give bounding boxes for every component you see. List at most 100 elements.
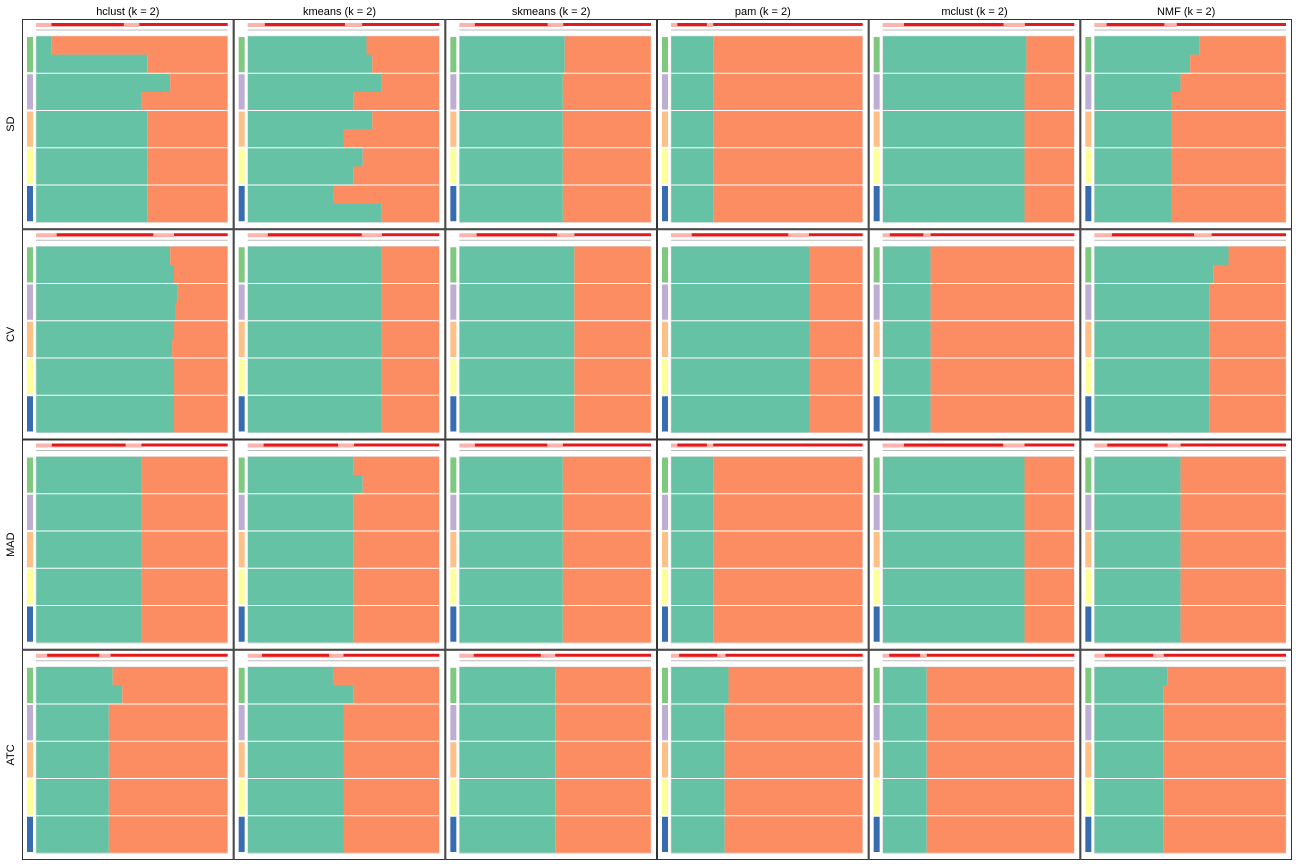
class2-band <box>344 797 440 816</box>
class2-band <box>713 494 863 513</box>
row-group-bar <box>662 285 668 320</box>
class2-band <box>1181 73 1286 92</box>
class1-band <box>459 246 574 265</box>
class2-band <box>729 685 863 704</box>
top-annotation-strong <box>1181 444 1286 447</box>
class1-band <box>883 73 1025 92</box>
class2-band <box>931 321 1075 340</box>
class2-band <box>555 797 651 816</box>
row-group-bar <box>450 149 456 184</box>
class2-band <box>931 302 1075 321</box>
row-group-bar <box>450 186 456 221</box>
class1-band <box>671 816 725 835</box>
row-title: MAD <box>5 532 17 557</box>
class1-band <box>248 321 382 340</box>
heatmap-panel <box>446 20 657 229</box>
class2-band <box>1025 494 1075 513</box>
class1-band <box>883 741 927 760</box>
class2-band <box>725 704 863 723</box>
row-group-bar <box>874 247 880 282</box>
class2-band <box>713 204 863 223</box>
class1-band <box>883 55 1027 74</box>
top-annotation-strong <box>264 444 338 447</box>
row-group-bar <box>27 285 33 320</box>
class1-band <box>671 185 713 204</box>
class1-band <box>459 587 563 606</box>
class2-band <box>563 185 651 204</box>
row-group-bar <box>874 668 880 703</box>
row-group-bar <box>662 742 668 777</box>
class2-band <box>574 321 651 340</box>
class1-band <box>36 185 147 204</box>
row-group-bar <box>239 149 245 184</box>
class2-band <box>809 339 863 358</box>
class1-band <box>459 111 563 130</box>
row-group-bar <box>1085 742 1091 777</box>
class2-band <box>382 204 440 223</box>
class2-band <box>382 321 440 340</box>
heatmap-panel <box>869 440 1080 649</box>
class2-band <box>109 741 228 760</box>
top-annotation-strong <box>52 444 126 447</box>
class2-band <box>1025 166 1075 185</box>
row-group-bar <box>874 74 880 109</box>
row-group-bar <box>1085 112 1091 147</box>
heatmap-panel <box>446 230 657 439</box>
class1-band <box>248 624 353 643</box>
class2-band <box>1209 395 1286 414</box>
class1-band <box>883 760 927 779</box>
class1-band <box>36 834 109 853</box>
class1-band <box>671 797 725 816</box>
top-annotation-strong <box>265 23 345 26</box>
class2-band <box>563 73 651 92</box>
class1-band <box>1094 834 1163 853</box>
class2-band <box>367 36 440 55</box>
class2-band <box>174 358 228 377</box>
row-group-bar <box>1085 186 1091 221</box>
class2-band <box>1025 624 1075 643</box>
class1-band <box>36 741 109 760</box>
class1-band <box>671 73 713 92</box>
class1-band <box>459 457 563 476</box>
top-annotation-strong <box>555 654 651 657</box>
class1-band <box>248 414 382 433</box>
row-title: SD <box>5 116 17 131</box>
class1-band <box>1094 204 1171 223</box>
class2-band <box>1181 624 1286 643</box>
class2-band <box>382 265 440 284</box>
class2-band <box>563 111 651 130</box>
class2-band <box>563 166 651 185</box>
row-group-bar <box>874 285 880 320</box>
class1-band <box>1094 302 1209 321</box>
class1-band <box>459 129 563 148</box>
class1-band <box>883 246 931 265</box>
class2-band <box>344 779 440 798</box>
class2-band <box>1025 73 1075 92</box>
class1-band <box>883 92 1025 111</box>
class1-band <box>459 723 555 742</box>
class1-band <box>36 779 109 798</box>
class1-band <box>671 741 725 760</box>
class2-band <box>51 36 227 55</box>
class2-band <box>1181 512 1286 531</box>
class2-band <box>382 246 440 265</box>
class1-band <box>459 321 574 340</box>
column-title: NMF (k = 2) <box>1157 6 1215 18</box>
top-annotation-strong <box>1177 23 1286 26</box>
top-annotation-strong <box>47 654 99 657</box>
row-group-bar <box>450 247 456 282</box>
class2-band <box>1026 55 1074 74</box>
class2-band <box>1209 339 1286 358</box>
class2-band <box>1171 204 1286 223</box>
row-group-bar <box>1085 817 1091 852</box>
class1-band <box>459 185 563 204</box>
class1-band <box>36 475 141 494</box>
class1-band <box>36 265 174 284</box>
class2-band <box>353 531 439 550</box>
class1-band <box>1094 531 1180 550</box>
class1-band <box>248 531 353 550</box>
top-annotation-strong <box>141 444 227 447</box>
class1-band <box>883 185 1025 204</box>
class2-band <box>574 395 651 414</box>
class2-band <box>147 129 228 148</box>
